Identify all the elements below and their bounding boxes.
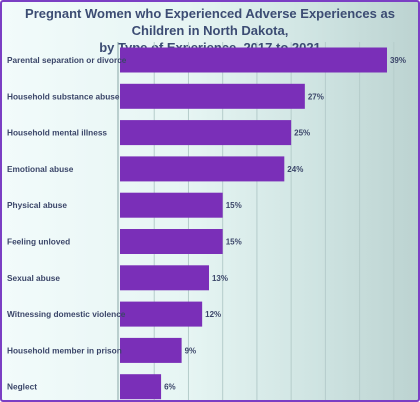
category-label: Physical abuse [7,200,67,210]
bar [120,47,387,73]
bar [120,192,223,218]
value-label: 24% [287,165,303,174]
bar [120,265,209,291]
category-label: Sexual abuse [7,273,60,283]
category-label: Household mental illness [7,128,107,138]
bar [120,337,182,363]
value-label: 15% [226,201,242,210]
category-label: Emotional abuse [7,164,74,174]
category-label: Household member in prison [7,345,122,355]
bar [120,374,162,400]
bar [120,156,285,182]
value-label: 27% [308,92,324,101]
value-label: 12% [205,310,221,319]
category-label: Parental separation or divorce [7,55,127,65]
bar [120,120,292,146]
bar [120,229,223,254]
category-label: Household substance abuse [7,91,120,101]
bar [120,301,203,327]
value-label: 13% [212,274,228,283]
bar [120,83,305,109]
category-label: Feeling unloved [7,237,70,247]
value-label: 9% [185,346,197,355]
chart-title-line-1: Pregnant Women who Experienced Adverse E… [25,6,395,38]
value-label: 15% [226,238,242,247]
value-label: 6% [164,383,176,392]
value-label: 39% [390,56,406,65]
category-label: Neglect [7,382,37,392]
value-label: 25% [294,129,310,138]
category-label: Witnessing domestic violence [7,309,126,319]
